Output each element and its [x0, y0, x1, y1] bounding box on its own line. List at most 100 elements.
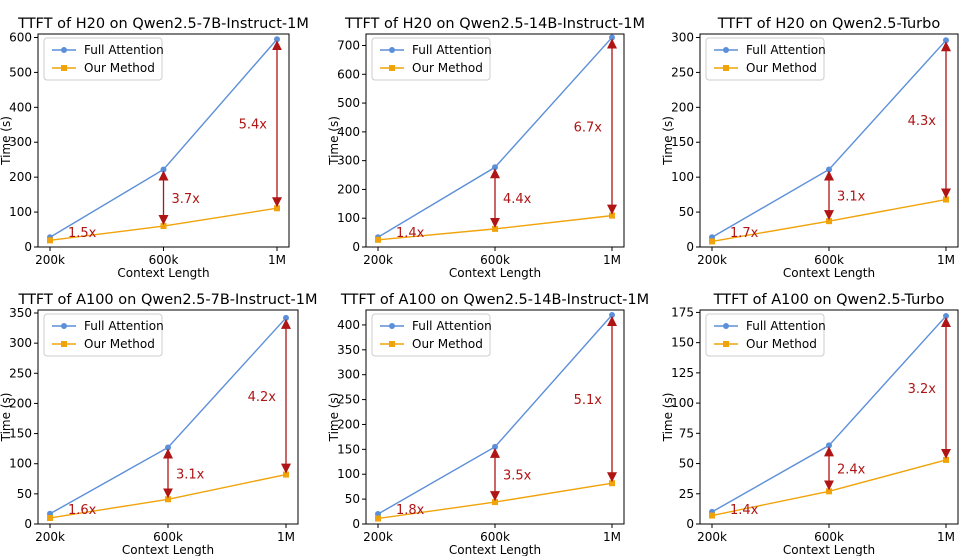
- data-point-full-attention: [165, 444, 171, 451]
- x-tick-label: 600k: [480, 253, 510, 267]
- x-tick-label: 1M: [268, 253, 286, 267]
- y-tick-label: 50: [17, 487, 32, 501]
- x-axis-label: Context Length: [783, 543, 875, 556]
- data-point-our-method: [47, 514, 53, 521]
- chart-panel-1: TTFT of H20 on Qwen2.5-7B-Instruct-1M 0 10…: [0, 16, 309, 280]
- legend-box: [705, 313, 825, 357]
- y-axis-label: Time (s): [0, 393, 13, 443]
- x-axis-label: Context Length: [122, 543, 214, 556]
- data-point-our-method: [826, 488, 832, 495]
- y-tick-label: 200: [9, 170, 32, 184]
- x-tick-label: 600k: [153, 530, 183, 544]
- legend-marker-full-attention: [61, 47, 67, 53]
- data-point-our-method: [160, 223, 167, 230]
- y-tick-label: 500: [337, 96, 360, 110]
- data-point-full-attention: [826, 166, 832, 173]
- data-point-our-method: [274, 205, 280, 212]
- data-point-our-method: [709, 238, 715, 245]
- x-tick-label: 200k: [697, 253, 727, 267]
- data-point-full-attention: [943, 313, 949, 320]
- y-tick-label: 200: [671, 100, 694, 114]
- data-point-our-method: [709, 512, 715, 519]
- legend: Full Attention Our Method: [43, 313, 164, 357]
- x-tick-label: 600k: [149, 253, 179, 267]
- y-tick-label: 100: [337, 467, 360, 481]
- y-tick-label: 25: [679, 487, 694, 501]
- data-point-full-attention: [826, 442, 832, 449]
- y-axis-label: Time (s): [327, 393, 341, 443]
- y-tick-label: 150: [671, 135, 694, 149]
- data-point-full-attention: [283, 314, 289, 321]
- x-tick-label: 1M: [937, 530, 955, 544]
- y-axis-label: Time (s): [661, 116, 675, 166]
- speedup-label: 3.1x: [176, 467, 205, 482]
- data-point-our-method: [47, 237, 53, 244]
- chart-title: TTFT of A100 on Qwen2.5-14B-Instruct-1M: [340, 292, 649, 308]
- y-tick-label: 0: [686, 240, 694, 254]
- data-point-full-attention: [609, 34, 615, 41]
- legend: Full Attention Our Method: [705, 37, 826, 81]
- speedup-label: 1.6x: [68, 503, 97, 518]
- y-tick-label: 50: [679, 205, 694, 219]
- data-point-our-method: [826, 218, 832, 225]
- speedup-label: 4.2x: [248, 390, 277, 405]
- y-tick-label: 600: [9, 30, 32, 44]
- y-tick-label: 75: [679, 426, 694, 440]
- speedup-label: 1.8x: [396, 503, 425, 518]
- y-tick-label: 100: [9, 457, 32, 471]
- data-point-full-attention: [492, 443, 498, 450]
- y-tick-label: 350: [337, 343, 360, 357]
- x-tick-label: 200k: [363, 530, 393, 544]
- data-point-our-method: [375, 236, 381, 243]
- y-tick-label: 250: [9, 366, 32, 380]
- x-tick-label: 1M: [603, 253, 621, 267]
- y-axis-label: Time (s): [327, 116, 341, 166]
- chart-title: TTFT of H20 on Qwen2.5-Turbo: [717, 16, 941, 32]
- legend-marker-full-attention: [723, 323, 729, 329]
- speedup-label: 3.1x: [837, 189, 866, 204]
- speedup-label: 5.1x: [574, 393, 603, 408]
- y-tick-label: 400: [9, 100, 32, 114]
- speedup-label: 3.7x: [172, 192, 201, 207]
- legend-label-our-method: Our Method: [746, 337, 817, 351]
- legend-label-our-method: Our Method: [84, 337, 155, 351]
- legend-marker-our-method: [389, 65, 395, 71]
- data-point-our-method: [492, 225, 498, 232]
- y-axis-label: Time (s): [0, 116, 13, 166]
- y-tick-label: 250: [671, 65, 694, 79]
- legend-label-full-attention: Full Attention: [746, 43, 826, 57]
- legend: Full Attention Our Method: [371, 37, 492, 81]
- y-tick-label: 200: [337, 182, 360, 196]
- legend-marker-full-attention: [723, 47, 729, 53]
- data-point-our-method: [943, 196, 949, 203]
- y-tick-label: 100: [337, 211, 360, 225]
- legend-label-our-method: Our Method: [412, 61, 483, 75]
- legend-marker-our-method: [61, 65, 67, 71]
- y-tick-label: 500: [9, 65, 32, 79]
- data-point-our-method: [283, 471, 289, 478]
- x-tick-label: 200k: [35, 253, 65, 267]
- legend-box: [705, 37, 825, 81]
- data-point-our-method: [492, 499, 498, 506]
- x-tick-label: 1M: [937, 253, 955, 267]
- y-tick-label: 200: [337, 417, 360, 431]
- speedup-label: 1.4x: [730, 503, 759, 518]
- y-tick-label: 600: [337, 67, 360, 81]
- x-axis-label: Context Length: [449, 543, 541, 556]
- y-tick-label: 250: [337, 393, 360, 407]
- y-tick-label: 0: [686, 517, 694, 531]
- legend-label-our-method: Our Method: [412, 337, 483, 351]
- chart-title: TTFT of A100 on Qwen2.5-Turbo: [713, 292, 945, 308]
- y-tick-label: 400: [337, 318, 360, 332]
- data-point-full-attention: [160, 166, 167, 173]
- data-point-our-method: [943, 456, 949, 463]
- speedup-label: 1.5x: [68, 226, 97, 241]
- y-tick-label: 175: [671, 305, 694, 319]
- y-axis-label: Time (s): [661, 393, 675, 443]
- legend-marker-full-attention: [61, 323, 67, 329]
- speedup-label: 6.7x: [574, 121, 603, 136]
- data-point-our-method: [375, 515, 381, 522]
- legend-label-full-attention: Full Attention: [746, 319, 826, 333]
- y-tick-label: 50: [345, 492, 360, 506]
